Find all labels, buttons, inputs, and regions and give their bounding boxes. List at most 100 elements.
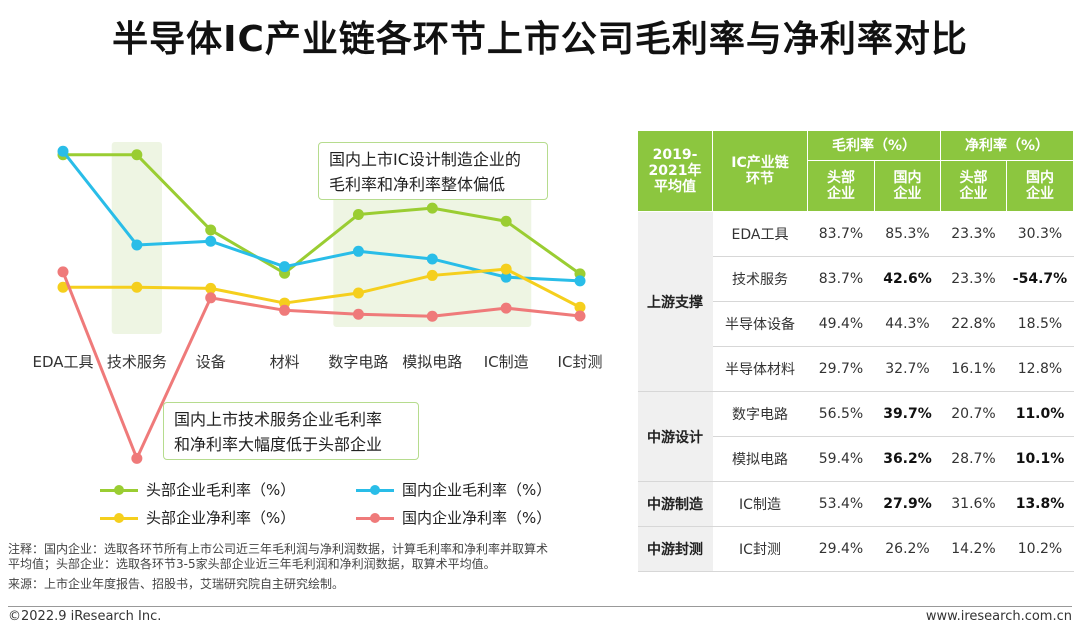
- table-body: 上游支撑 EDA工具 83.7% 85.3% 23.3% 30.3% 技术服务 83.7% 42…: [637, 211, 1074, 572]
- x-tick-label: 设备: [196, 353, 226, 371]
- series-line-1: [61, 150, 581, 283]
- table-group-label: 中游封测: [637, 526, 713, 572]
- data-point-s2-1: [131, 281, 143, 293]
- series-line-2: [63, 267, 581, 309]
- legend-label: 头部企业净利率（%）: [146, 509, 296, 527]
- table-item-label: 模拟电路: [712, 436, 808, 482]
- table-cell: 28.7%: [940, 436, 1007, 482]
- table-item-label: IC制造: [712, 481, 808, 527]
- table-row: 中游封测 IC封测 29.4% 26.2% 14.2% 10.2%: [637, 526, 1074, 572]
- header-net-domestic: 国内企业: [1006, 160, 1074, 212]
- x-tick-label: 模拟电路: [402, 353, 462, 371]
- x-tick-label: 技术服务: [107, 353, 167, 371]
- callout-bottom-line-2: 和净利率大幅度低于头部企业: [174, 435, 383, 454]
- table-cell: 83.7%: [807, 256, 875, 302]
- header-gross-domestic: 国内企业: [874, 160, 941, 212]
- table-row: 上游支撑 EDA工具 83.7% 85.3% 23.3% 30.3%: [637, 211, 1074, 392]
- legend-label: 头部企业毛利率（%）: [146, 481, 296, 499]
- table-cell: -54.7%: [1006, 256, 1074, 302]
- table-row: 中游制造 IC制造 53.4% 27.9% 31.6% 13.8%: [637, 481, 1074, 527]
- header-net-lead: 头部企业: [940, 160, 1007, 212]
- x-tick-label: 材料: [270, 353, 300, 371]
- table-item-label: 技术服务: [712, 256, 808, 302]
- table-cell: 59.4%: [807, 436, 875, 482]
- table-row: 技术服务 83.7% 42.6% 23.3% -54.7%: [638, 256, 1074, 302]
- footer-copyright: ©2022.9 iResearch Inc.: [8, 609, 162, 624]
- legend-swatch-lead-gross: [100, 485, 138, 495]
- table-cell: 56.5%: [807, 391, 875, 437]
- legend-swatch-domestic-net: [356, 513, 394, 523]
- note-line-2: 平均值；头部企业：选取各环节3-5家头部企业近三年毛利润和净利润数据，取算术平均…: [8, 557, 496, 571]
- data-point-s0-6: [500, 215, 512, 227]
- data-point-s3-2: [205, 292, 217, 304]
- table-cell: 36.2%: [874, 436, 941, 482]
- margin-table: 2019-2021年平均值 IC产业链环节 毛利率（%） 净利率（%） 头部企业…: [637, 129, 1074, 572]
- footer-divider: [8, 606, 1072, 607]
- data-point-s0-5: [426, 202, 438, 214]
- table-cell: 26.2%: [874, 526, 941, 572]
- table-cell: 20.7%: [940, 391, 1007, 437]
- table-cell: 23.3%: [940, 256, 1007, 302]
- x-tick-label: IC封测: [558, 353, 603, 371]
- table-row: 模拟电路 59.4% 36.2% 28.7% 10.1%: [638, 436, 1074, 482]
- table-cell: 31.6%: [940, 481, 1007, 527]
- table-cell: 29.7%: [807, 346, 875, 392]
- data-point-s0-1: [131, 149, 143, 161]
- table-cell: 12.8%: [1006, 346, 1074, 392]
- table-cell: 30.3%: [1006, 211, 1074, 257]
- data-point-s2-2: [205, 282, 217, 294]
- source-line: 来源：上市企业年度报告、招股书，艾瑞研究院自主研究绘制。: [8, 577, 345, 591]
- table-cell: 10.2%: [1006, 526, 1074, 572]
- table-cell: 11.0%: [1006, 391, 1074, 437]
- data-point-s3-1: [131, 452, 143, 464]
- table-cell: 10.1%: [1006, 436, 1074, 482]
- table-cell: 42.6%: [874, 256, 941, 302]
- header-period: 2019-2021年平均值: [637, 130, 713, 212]
- callout-design-manufacturing: 国内上市IC设计制造企业的 毛利率和净利率整体偏低: [318, 142, 548, 200]
- x-tick-label: EDA工具: [32, 353, 93, 371]
- x-tick-label: 数字电路: [328, 353, 388, 371]
- data-point-s3-3: [279, 304, 291, 316]
- table-item-label: 数字电路: [712, 391, 808, 437]
- table-cell: 53.4%: [807, 481, 875, 527]
- table-cell: 27.9%: [874, 481, 941, 527]
- callout-top-line-1: 国内上市IC设计制造企业的: [329, 150, 521, 169]
- table-cell: 83.7%: [807, 211, 875, 257]
- table-item-label: 半导体材料: [712, 346, 808, 392]
- legend-label: 国内企业毛利率（%）: [402, 481, 552, 499]
- data-point-s0-4: [352, 208, 364, 220]
- data-point-s2-5: [426, 269, 438, 281]
- table-row: 半导体材料 29.7% 32.7% 16.1% 12.8%: [638, 346, 1074, 392]
- footer-website: www.iresearch.com.cn: [925, 609, 1072, 624]
- series-line-3: [61, 271, 581, 460]
- data-point-s1-3: [279, 261, 291, 273]
- table-item-label: EDA工具: [712, 211, 808, 257]
- table-row: 中游设计 数字电路 56.5% 39.7% 20.7% 11.0%: [637, 391, 1074, 482]
- table-group-label: 中游设计: [637, 391, 713, 482]
- series-line-0: [63, 153, 581, 276]
- table-item-label: IC封测: [712, 526, 808, 572]
- table-cell: 16.1%: [940, 346, 1007, 392]
- data-point-s0-2: [205, 224, 217, 236]
- table-cell: 44.3%: [874, 301, 941, 347]
- x-tick-label: IC制造: [484, 353, 529, 371]
- header-gross: 毛利率（%）: [807, 129, 941, 162]
- header-net: 净利率（%）: [940, 129, 1074, 162]
- table-cell: 49.4%: [807, 301, 875, 347]
- data-point-s2-0: [57, 281, 69, 293]
- callout-tech-service: 国内上市技术服务企业毛利率 和净利率大幅度低于头部企业: [163, 402, 419, 460]
- page-title: 半导体IC产业链各环节上市公司毛利率与净利率对比: [112, 19, 968, 60]
- data-point-s1-1: [131, 239, 143, 251]
- table-cell: 29.4%: [807, 526, 875, 572]
- data-point-s2-7: [574, 301, 586, 313]
- table-cell: 85.3%: [874, 211, 941, 257]
- legend-label: 国内企业净利率（%）: [402, 509, 552, 527]
- line-chart: EDA工具 技术服务 设备 材料 数字电路 模拟电路 IC制造 IC封测: [32, 142, 603, 464]
- table-cell: 39.7%: [874, 391, 941, 437]
- data-point-s1-7: [574, 275, 586, 287]
- table-group-label: 上游支撑: [637, 211, 713, 392]
- table-cell: 23.3%: [940, 211, 1007, 257]
- header-segment: IC产业链环节: [712, 130, 808, 212]
- table-cell: 13.8%: [1006, 481, 1074, 527]
- legend-swatch-domestic-gross: [356, 485, 394, 495]
